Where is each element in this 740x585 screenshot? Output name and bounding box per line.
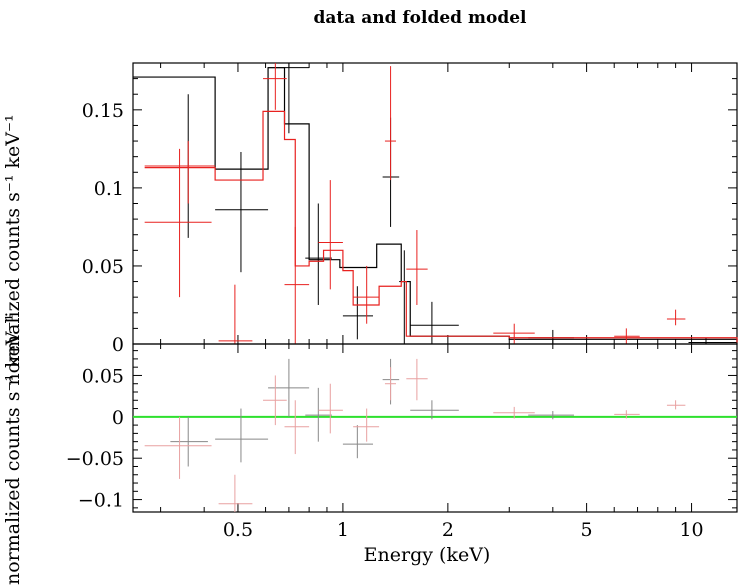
top-plot-frame [132, 62, 738, 345]
x-tick-label: 5 [581, 519, 593, 541]
x-tick-label: 2 [442, 519, 454, 541]
y-axis-label-top: normalized counts s⁻¹ keV⁻¹ [2, 114, 24, 385]
y-tick-label: 0 [112, 334, 124, 356]
x-tick-label: 0.5 [223, 519, 253, 541]
y-tick-label: −0.05 [66, 448, 124, 470]
y-tick-label: 0.05 [82, 256, 124, 278]
model-line [144, 110, 738, 343]
chart-title: data and folded model [314, 8, 528, 28]
y-tick-label: 0.1 [94, 178, 124, 200]
top-panel: 0 0.05 0.1 0.15 [82, 62, 738, 356]
y-tick-label: −0.1 [78, 490, 124, 512]
x-tick-label: 10 [679, 519, 703, 541]
model-line [133, 67, 738, 343]
y-tick-label: 0.05 [82, 365, 124, 387]
bottom-plot-frame [132, 343, 738, 513]
y-axis-label-bottom: normalized counts s⁻¹ keV⁻¹ [2, 314, 24, 585]
bottom-panel: −0.1 −0.05 0 0.05 0.5 1 2 5 10 [66, 343, 738, 541]
x-axis-label: Energy (keV) [364, 544, 491, 566]
y-tick-label: 0.15 [82, 100, 124, 122]
x-tick-label: 1 [337, 519, 349, 541]
y-tick-label: 0 [112, 407, 124, 429]
